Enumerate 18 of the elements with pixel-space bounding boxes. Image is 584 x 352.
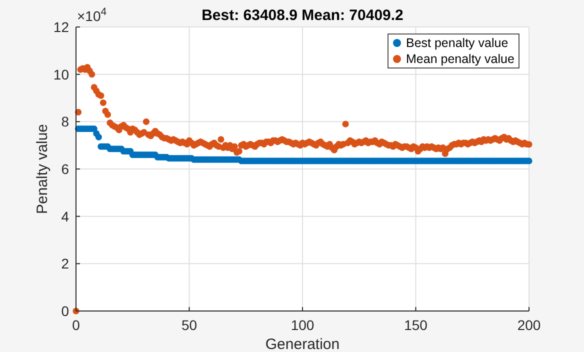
x-tick-label: 150 <box>404 317 428 333</box>
y-tick-label: 2 <box>61 256 70 272</box>
y-tick-label: 0 <box>61 303 70 319</box>
text: ×10$^{4}$ <box>77 6 107 24</box>
x-tick-label: 0 <box>72 317 80 333</box>
x-tick-label: 200 <box>517 317 541 333</box>
y-tick-label: 12 <box>53 19 70 35</box>
y-tick-label: 10 <box>53 66 70 82</box>
y-axis-title: Penalty value <box>34 124 51 214</box>
y-tick-label: 8 <box>61 114 70 130</box>
y-tick-label: 6 <box>61 161 70 177</box>
x-tick-label: 50 <box>181 317 198 333</box>
legend-label: Mean penalty value <box>406 52 514 66</box>
chart-title: Best: 63408.9 Mean: 70409.2 <box>202 7 404 24</box>
x-tick-label: 100 <box>290 317 314 333</box>
y-tick-label: 4 <box>61 208 70 224</box>
x-axis-title: Generation <box>265 336 340 352</box>
legend-label: Best penalty value <box>406 36 508 50</box>
